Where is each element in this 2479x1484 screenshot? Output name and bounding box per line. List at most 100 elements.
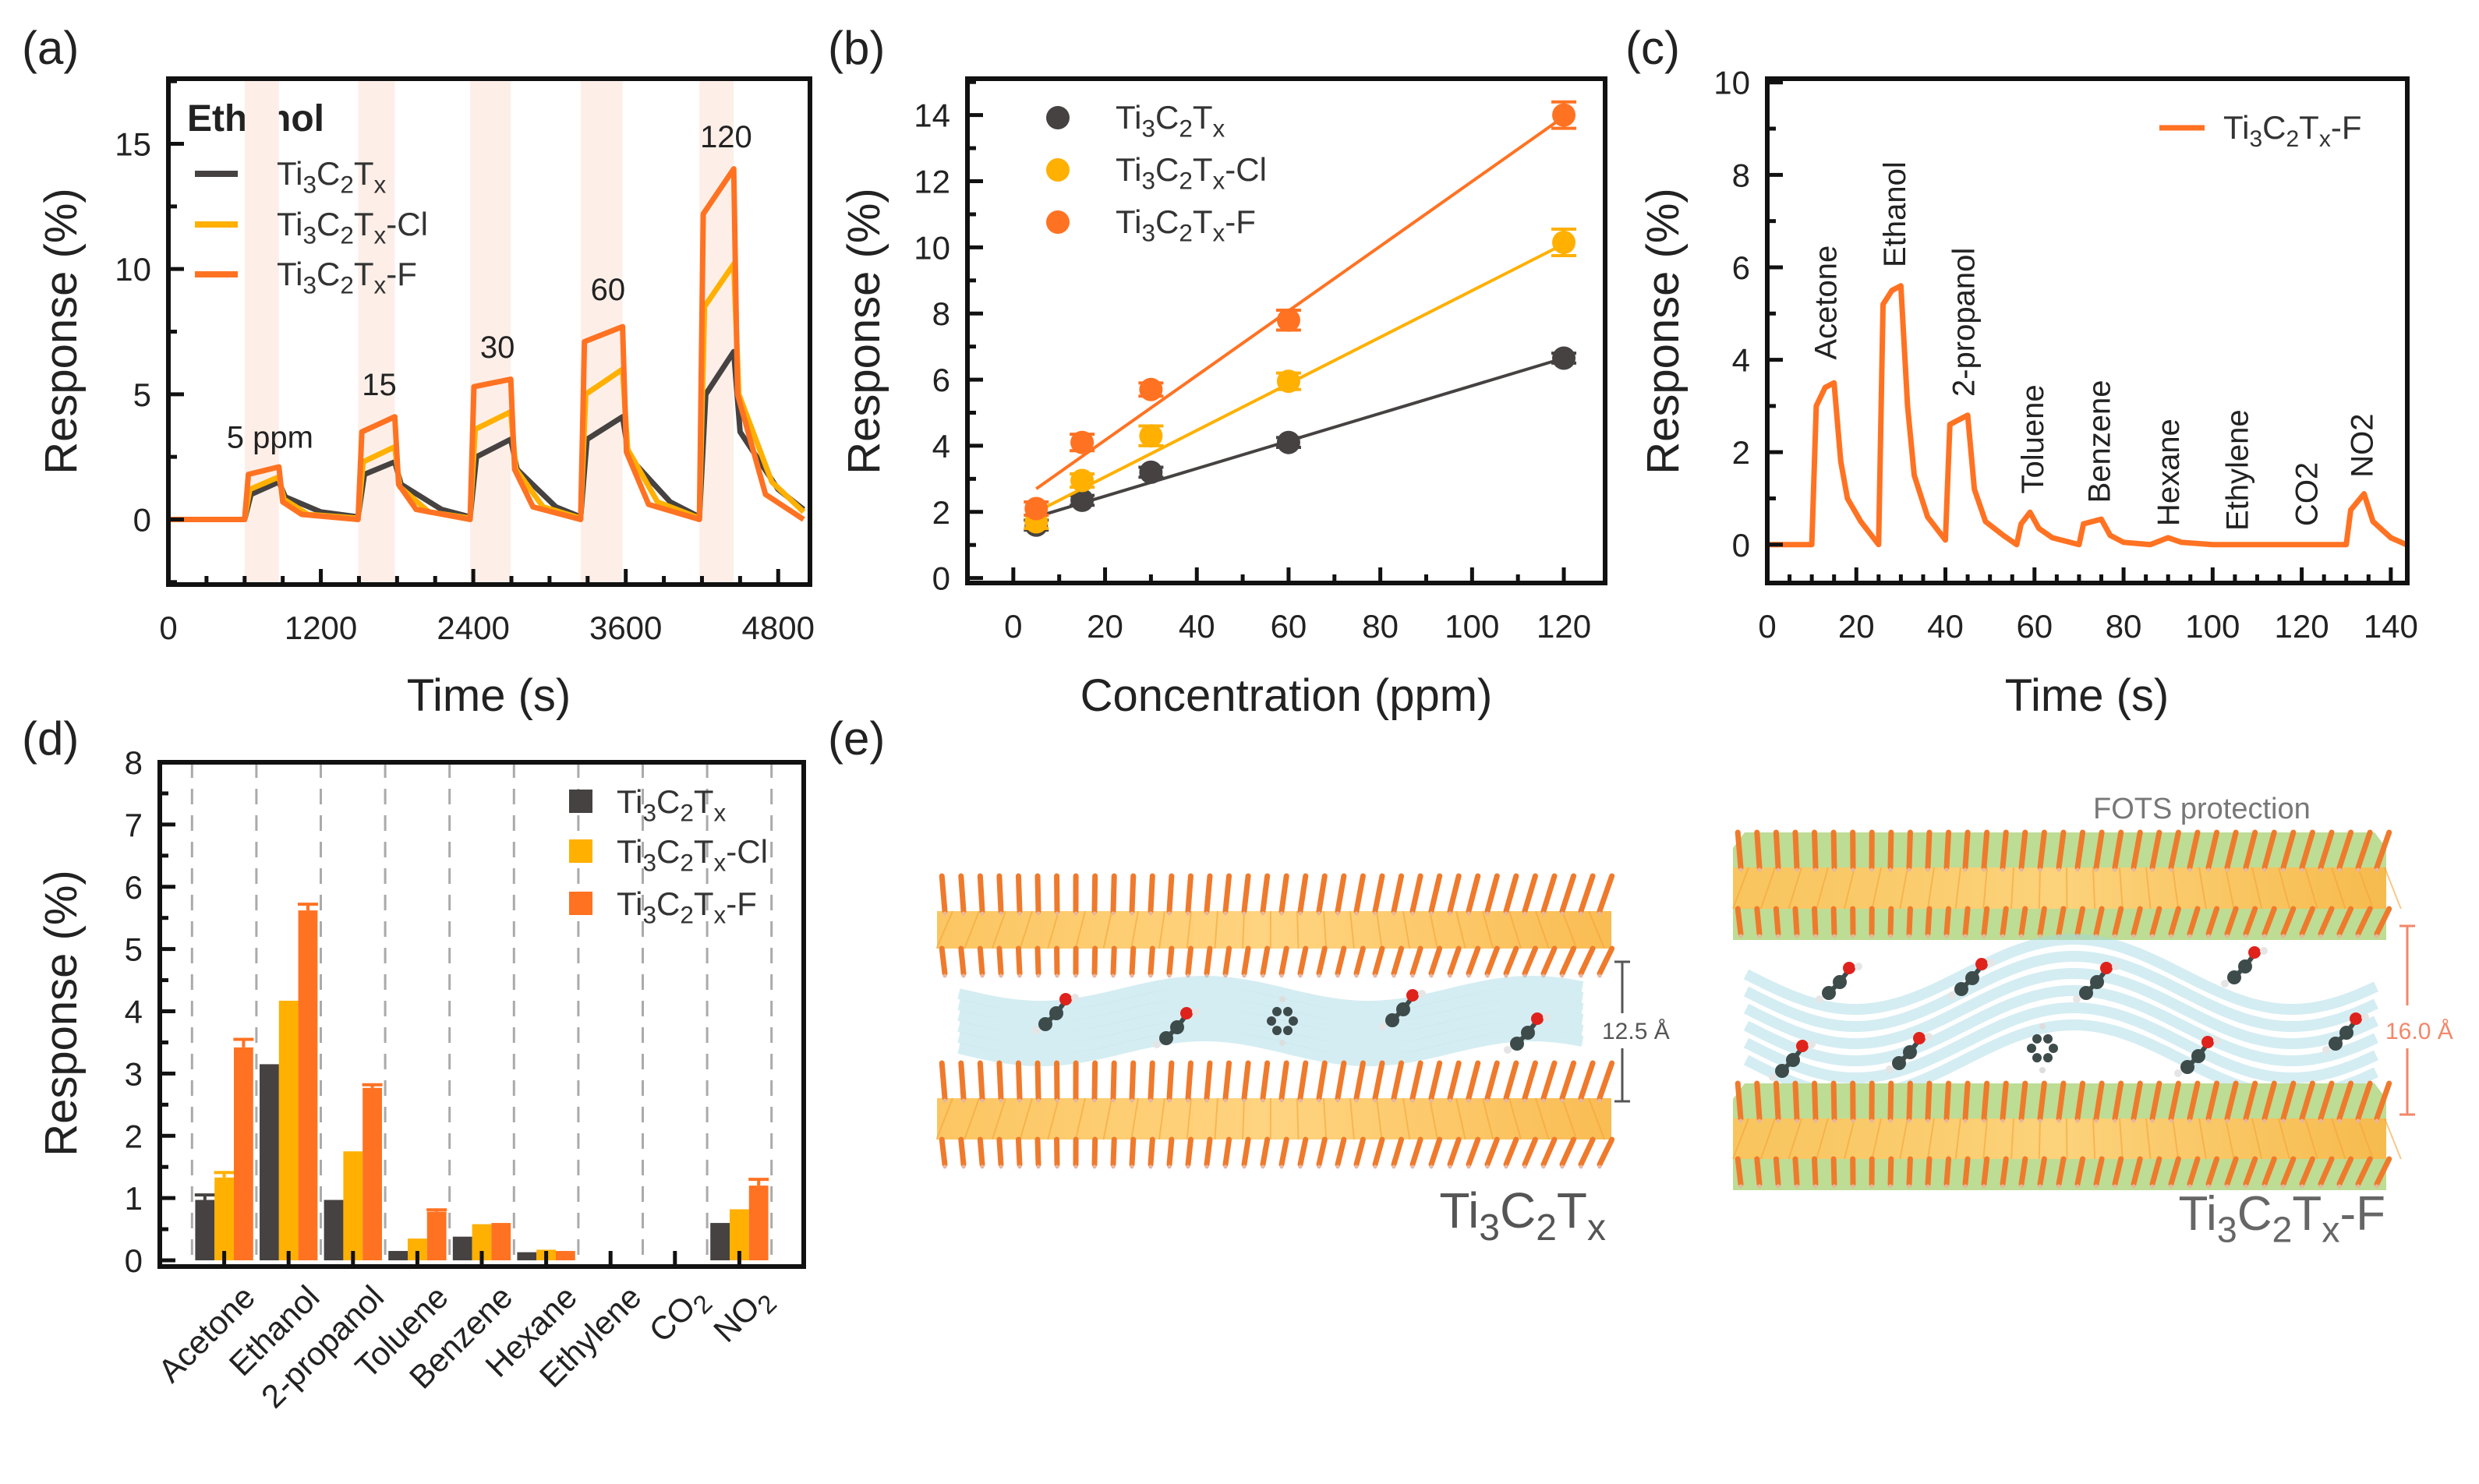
terminal-atom [2244,1184,2248,1189]
right-intercalant-band [1743,934,2378,1101]
layer-stripe [1214,1097,1218,1140]
surface-group [1447,873,1462,914]
panel-label-c: (c) [1625,22,1680,74]
surface-group [1204,1060,1213,1101]
layer-stripe [1047,910,1059,949]
panel-b-axes: 0 2 4 6 8 10 12 14 0 20 40 60 80 100 120 [914,80,1591,645]
terminal-atom [2225,1184,2230,1189]
surface-group [1466,945,1481,977]
layer-stripe [1732,867,1749,910]
solvent-wave [1743,951,2378,1032]
terminal-atom [2337,1184,2342,1189]
layer-stripe [1455,910,1466,949]
terminal-atom [1410,911,1415,916]
layer-stripe [1732,1118,1749,1160]
surface-group [1260,873,1271,914]
surface-group [1943,1156,1952,1187]
terminal-atom [2113,867,2117,872]
terminal-atom [1541,1164,1546,1169]
terminal-atom [1354,911,1359,916]
terminal-atom [1851,1184,1855,1189]
surface-group [1925,1080,1933,1122]
surface-group [2112,1156,2124,1187]
surface-group [1597,1060,1615,1101]
surface-group [2056,1156,2067,1187]
surface-group [1503,873,1519,914]
hydrogen-atom [1071,994,1079,1002]
surface-group [2280,1080,2297,1122]
terminal-atom [1130,1098,1134,1103]
terminal-atom [1055,973,1059,978]
terminal-atom [1204,1098,1209,1103]
surface-group [958,1060,967,1101]
hydrogen-atom [1987,959,1995,966]
terminal-atom [1335,973,1340,978]
panel-e-illustration: 12.5 Å Ti3C2Tx 16.0 Å Ti3C2Tx-F FOTS protect… [935,793,2453,1250]
terminal-atom [1522,911,1527,916]
surface-group [1015,1060,1023,1101]
terminal-atom [2131,867,2136,872]
hydrogen-atom [1192,1008,1200,1016]
terminal-atom [980,911,985,916]
terminal-atom [1055,1098,1059,1103]
terminal-atom [1776,867,1781,872]
surface-group [2243,1080,2258,1122]
terminal-atom [2056,1184,2061,1189]
data-point [1552,103,1576,127]
solvent-wave [957,986,1584,1023]
surface-group [1353,1136,1366,1168]
carbon-atom [2079,986,2093,1000]
terminal-atom [1448,973,1452,978]
surface-group [2243,1156,2258,1187]
panel-label-d: (d) [22,712,79,765]
terminal-atom [2075,1118,2080,1123]
surface-group [1962,1156,1971,1187]
surface-group [1887,906,1894,937]
carbon-atom [1289,1016,1298,1026]
surface-group [2168,829,2181,871]
terminal-atom [2225,934,2230,938]
terminal-atom [961,973,966,978]
surface-group [1906,1156,1913,1187]
terminal-atom [2038,1184,2042,1189]
terminal-atom [2019,1184,2024,1189]
layer-stripe [991,910,1006,949]
gas-label: Ethanol [1878,161,1912,267]
terminal-atom [1944,934,1949,938]
terminal-atom [2150,934,2155,938]
terminal-atom [1410,1164,1415,1169]
hydrogen-atom [2174,1069,2182,1077]
surface-group [2018,1080,2028,1122]
terminal-atom [980,973,985,978]
x-tick-label: 60 [2016,608,2053,645]
surface-group [2318,1080,2335,1122]
surface-group [977,873,985,914]
terminal-atom [2356,1184,2361,1189]
terminal-atom [1148,911,1153,916]
legend-swatch [569,839,592,863]
surface-group [1447,1060,1462,1101]
x-tick-label: 100 [2185,608,2240,645]
data-point [1276,369,1300,394]
surface-group [2355,1080,2373,1122]
layer-stripe [2198,1118,2207,1160]
surface-group [2336,1156,2354,1187]
layer-stripe [2225,867,2235,910]
category-label: 2-propanol [254,1278,391,1415]
surface-group [2224,906,2239,937]
terminal-atom [2206,867,2211,872]
panel-c-ylabel: Response (%) [1638,188,1689,474]
terminal-atom [1092,1098,1097,1103]
layer-stripe [1402,910,1411,949]
terminal-atom [1092,911,1097,916]
terminal-atom [1186,1164,1190,1169]
surface-group [1391,1136,1405,1168]
bar [555,1251,575,1261]
panel-d-axes: 0 1 2 3 4 5 6 7 8 [125,744,175,1279]
surface-group [1735,1156,1744,1187]
y-tick-label: 2 [1732,434,1750,471]
terminal-atom [2169,1184,2173,1189]
panel-b-frame [965,76,1607,585]
surface-group [1522,1136,1538,1168]
terminal-atom [2000,867,2005,872]
